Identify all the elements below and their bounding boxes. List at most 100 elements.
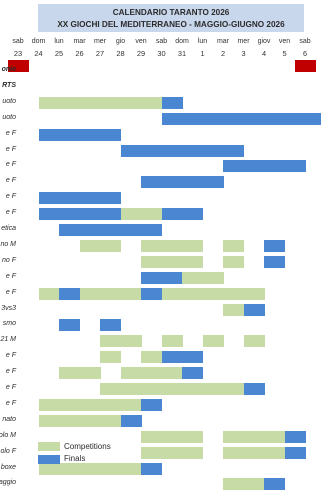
final-cell	[141, 287, 162, 300]
final-cell	[59, 224, 80, 236]
day-name-24: dom	[31, 38, 46, 45]
competition-cell	[182, 287, 203, 300]
competition-cell	[100, 96, 121, 109]
day-number-1: 1	[200, 49, 205, 58]
final-cell	[161, 96, 183, 109]
row-label: e F	[5, 129, 16, 137]
final-cell	[161, 144, 183, 157]
competition-cell	[243, 287, 265, 300]
competition-cell	[223, 430, 244, 443]
holiday-marker-6	[295, 60, 316, 72]
row-label: e F	[5, 368, 16, 376]
final-cell	[182, 144, 203, 157]
competition-cell	[243, 335, 265, 348]
day-name-31: dom	[175, 38, 189, 45]
day-name-27: mer	[93, 38, 107, 45]
competition-cell	[79, 462, 101, 475]
competition-cell	[161, 287, 183, 300]
day-name-1: lun	[197, 38, 208, 45]
final-cell	[284, 112, 306, 125]
final-cell	[161, 112, 183, 125]
day-number-2: 2	[220, 49, 226, 58]
final-cell	[182, 208, 203, 221]
competition-cell	[120, 96, 142, 109]
row-label: uoto	[2, 113, 16, 121]
final-cell	[161, 271, 183, 284]
row-label: nato	[2, 415, 16, 423]
competition-cell	[243, 478, 265, 490]
competition-cell	[120, 398, 142, 411]
final-cell	[141, 144, 162, 157]
final-cell	[202, 144, 224, 157]
competition-cell	[120, 462, 142, 475]
competition-cell	[161, 383, 183, 395]
final-cell	[100, 319, 121, 332]
day-name-28: gio	[115, 38, 126, 45]
row-label: e F	[5, 384, 16, 391]
day-name-3: mer	[237, 38, 250, 45]
final-cell	[182, 367, 203, 380]
row-label: onie	[1, 66, 16, 73]
final-cell	[141, 271, 162, 284]
competition-cell	[161, 255, 183, 268]
final-cell	[223, 144, 244, 157]
legend-competitions-label: Competitions	[64, 442, 111, 451]
day-number-6: 6	[302, 49, 308, 58]
competition-cell	[59, 398, 80, 411]
competition-cell	[79, 398, 101, 411]
competition-cell	[79, 367, 101, 380]
competition-cell	[182, 239, 203, 252]
competition-cell	[182, 383, 203, 395]
competition-cell	[182, 430, 203, 443]
competition-cell	[223, 446, 244, 459]
day-name-6: sab	[299, 38, 311, 45]
row-label: e F	[5, 177, 16, 185]
competition-cell	[120, 335, 142, 348]
competition-cell	[223, 239, 244, 252]
final-cell	[264, 239, 285, 252]
row-label: etica	[1, 225, 16, 232]
competition-cell	[141, 446, 162, 459]
competition-cell	[141, 239, 162, 252]
competition-cell	[141, 430, 162, 443]
competition-cell	[202, 335, 224, 348]
final-cell	[161, 351, 183, 364]
competition-cell	[100, 239, 121, 252]
competition-cell	[79, 96, 101, 109]
competition-cell	[141, 96, 162, 109]
row-label: e F	[5, 288, 16, 296]
row-label: uoto	[2, 97, 16, 105]
row-label: e F	[5, 272, 16, 280]
competition-cell	[79, 414, 101, 427]
competition-cell	[182, 271, 203, 284]
row-label: aggio	[0, 479, 16, 487]
final-cell	[79, 192, 101, 205]
final-cell	[38, 128, 60, 141]
final-cell	[100, 224, 121, 236]
competition-cell	[38, 96, 60, 109]
day-number-5: 5	[282, 49, 287, 58]
final-cell	[59, 192, 80, 205]
row-label: e F	[5, 145, 16, 153]
row-label: olo F	[0, 447, 16, 455]
competition-cell	[223, 303, 244, 316]
final-cell	[38, 192, 60, 205]
competition-cell	[264, 446, 285, 459]
final-cell	[120, 414, 142, 427]
day-number-4: 4	[261, 49, 267, 58]
final-cell	[141, 462, 162, 475]
competition-cell	[59, 367, 80, 380]
title-band: CALENDARIO TARANTO 2026 XX GIOCHI DEL ME…	[38, 4, 304, 32]
final-cell	[264, 478, 285, 490]
row-label: e F	[5, 161, 16, 169]
competition-cell	[141, 255, 162, 268]
row-label: olo M	[0, 431, 16, 439]
row-label: e F	[5, 209, 16, 217]
competition-cell	[100, 335, 121, 348]
competition-cell	[223, 478, 244, 490]
day-number-23: 23	[13, 49, 23, 58]
final-cell	[59, 208, 80, 221]
final-cell	[59, 287, 80, 300]
final-cell	[284, 160, 306, 173]
final-cell	[182, 176, 203, 189]
